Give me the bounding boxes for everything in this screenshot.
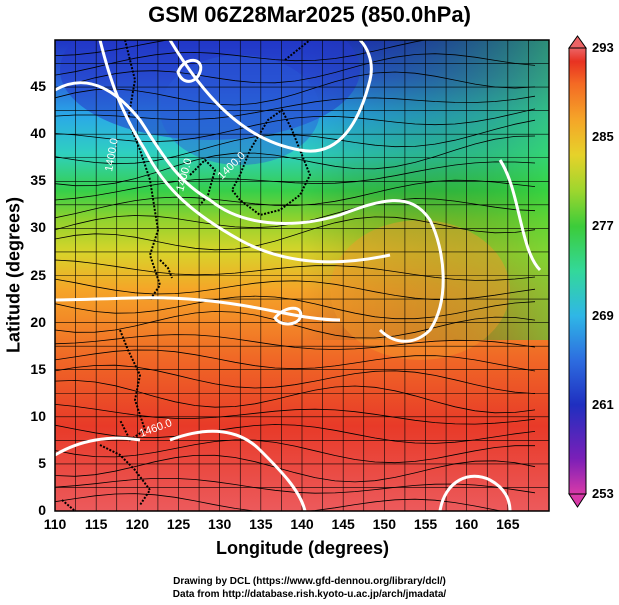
streamline — [55, 364, 536, 394]
colorbar-tick-label: 253 — [592, 486, 614, 501]
streamline — [55, 379, 536, 414]
y-tick-label: 15 — [30, 360, 46, 377]
y-tick-label: 35 — [30, 172, 46, 189]
colorbar — [568, 35, 587, 508]
plot-frame — [54, 39, 550, 512]
credit-data: Data from http://database.rish.kyoto-u.a… — [172, 589, 447, 600]
x-tick-label: 150 — [372, 516, 396, 532]
y-tick-label: 25 — [30, 266, 46, 283]
streamline — [55, 439, 535, 464]
streamlines — [55, 40, 536, 511]
streamline — [55, 424, 536, 444]
streamline — [55, 95, 536, 122]
streamline — [55, 198, 536, 231]
streamline — [55, 259, 536, 281]
geopotential-contours — [55, 40, 542, 511]
x-tick-label: 120 — [125, 516, 149, 532]
x-axis-label: Longitude (degrees) — [215, 538, 389, 558]
streamline — [55, 108, 536, 143]
y-tick-label: 20 — [30, 313, 46, 330]
streamline — [55, 403, 536, 425]
y-tick-label: 40 — [30, 125, 46, 142]
credit-drawing: Drawing by DCL (https://www.gfd-dennou.o… — [173, 576, 446, 587]
y-tick-label: 45 — [30, 78, 46, 95]
streamline — [55, 40, 536, 76]
x-tick-label: 145 — [331, 516, 355, 532]
x-tick-label: 155 — [413, 516, 438, 532]
streamline — [55, 179, 536, 219]
y-tick-label: 10 — [30, 407, 46, 424]
x-tick-label: 135 — [249, 516, 273, 532]
x-tick-label: 165 — [496, 516, 520, 532]
x-tick-label: 115 — [84, 516, 108, 532]
streamline — [55, 53, 536, 90]
x-tick-label: 130 — [207, 516, 232, 532]
y-tick-label: 5 — [38, 454, 46, 471]
streamline — [55, 119, 536, 165]
streamline — [55, 216, 536, 251]
x-tick-label: 160 — [454, 516, 479, 532]
colorbar-tick-label: 293 — [592, 40, 614, 55]
y-axis-label: Latitude (degrees) — [3, 196, 24, 354]
colorbar-tick-label: 277 — [592, 218, 614, 234]
streamline — [55, 349, 536, 372]
colorbar-tick-label: 285 — [592, 129, 614, 145]
streamline — [55, 71, 536, 106]
streamline — [55, 295, 536, 320]
y-tick-label: 0 — [38, 502, 46, 518]
streamline — [55, 161, 536, 201]
contour-label: 1400.0 — [103, 137, 121, 172]
streamline — [55, 493, 504, 511]
colorbar-tick-label: 269 — [592, 307, 614, 323]
graticule — [55, 40, 549, 511]
streamline — [55, 135, 536, 187]
x-tick-label: 140 — [290, 516, 314, 532]
streamline — [55, 278, 536, 301]
x-tick-label: 110 — [43, 516, 67, 532]
y-tick-label: 30 — [30, 219, 46, 236]
streamline — [55, 454, 536, 483]
colorbar-tick-label: 261 — [592, 396, 614, 412]
chart-title: GSM 06Z28Mar2025 (850.0hPa) — [148, 2, 471, 27]
streamline — [55, 334, 536, 350]
streamline — [55, 40, 170, 57]
x-tick-label: 125 — [166, 516, 191, 532]
